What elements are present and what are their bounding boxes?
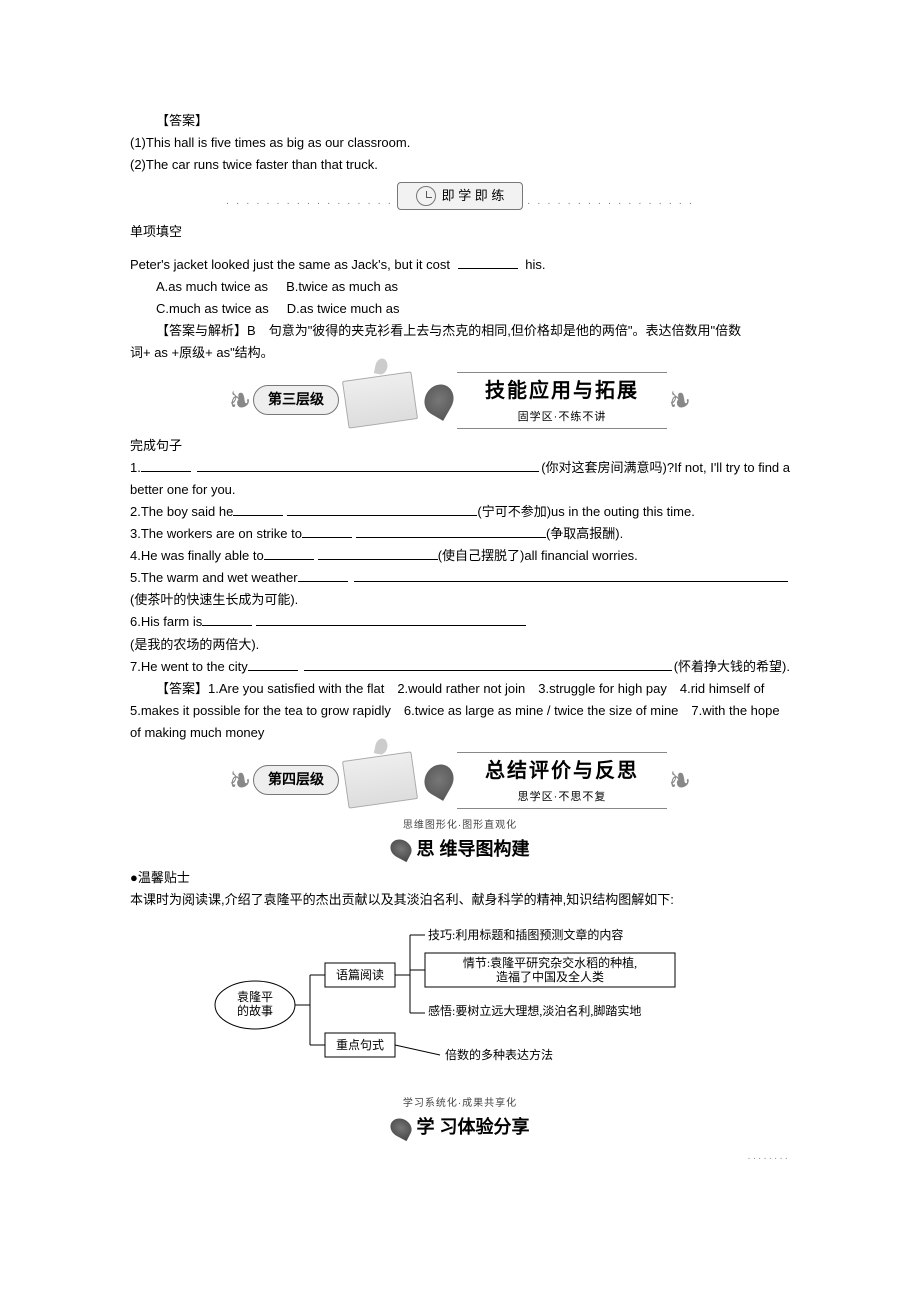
mcq-option-a: A.as much twice as: [156, 279, 268, 294]
svg-text:技巧:利用标题和插图预测文章的内容: 技巧:利用标题和插图预测文章的内容: [428, 927, 623, 942]
leaf-icon: [388, 1114, 416, 1140]
svg-text:语篇阅读: 语篇阅读: [336, 967, 384, 982]
complete-heading: 完成句子: [130, 435, 790, 457]
mcq-option-d: D.as twice much as: [287, 301, 400, 316]
tips-label: ●温馨贴士: [130, 867, 790, 889]
svg-text:重点句式: 重点句式: [336, 1038, 384, 1052]
complete-q6-cn: (是我的农场的两倍大).: [130, 634, 790, 656]
level3-title: 技能应用与拓展: [485, 374, 639, 408]
practice-banner-text: 即 学 即 练: [442, 185, 505, 207]
leaf-icon: [419, 759, 459, 801]
mcq-option-b: B.twice as much as: [286, 279, 398, 294]
ellipsis: ········: [130, 1150, 790, 1167]
answer-line-1: (1)This hall is five times as big as our…: [130, 132, 790, 154]
mcq-answer-cont: 词+ as +原级+ as"结构。: [130, 342, 790, 364]
fill-heading: 单项填空: [130, 221, 790, 243]
complete-q7: 7.He went to the city (怀着挣大钱的希望).: [130, 656, 790, 678]
share-heading: 学习系统化·成果共享化 学 习体验分享: [130, 1095, 790, 1143]
mcq-answer: 【答案与解析】B 句意为"彼得的夹克衫看上去与杰克的相同,但价格却是他的两倍"。…: [130, 320, 790, 342]
leaf-icon: [419, 379, 459, 421]
level4-pill: 第四层级: [253, 765, 339, 795]
complete-q6: 6.His farm is: [130, 611, 790, 633]
complete-q5: 5.The warm and wet weather: [130, 567, 790, 589]
clock-icon: [416, 186, 436, 206]
level4-title: 总结评价与反思: [485, 754, 639, 788]
svg-text:感悟:要树立远大理想,淡泊名利,脚踏实地: 感悟:要树立远大理想,淡泊名利,脚踏实地: [428, 1003, 641, 1018]
complete-q1: 1. (你对这套房间满意吗)? If not, I'll try to find…: [130, 457, 790, 479]
answers2: 【答案】1.Are you satisfied with the flat 2.…: [130, 678, 790, 744]
complete-q4: 4.He was finally able to (使自己摆脱了) all fi…: [130, 545, 790, 567]
book-icon: [342, 752, 418, 809]
answer-label: 【答案】: [130, 110, 790, 132]
svg-text:情节:袁隆平研究杂交水稻的种植,: 情节:袁隆平研究杂交水稻的种植,: [463, 955, 637, 970]
svg-text:袁隆平: 袁隆平: [237, 989, 273, 1004]
complete-q5-cn: (使茶叶的快速生长成为可能).: [130, 589, 790, 611]
mcq-stem: Peter's jacket looked just the same as J…: [130, 254, 790, 276]
mcq-option-c: C.much as twice as: [156, 301, 269, 316]
leaf-icon: [388, 836, 416, 862]
mindmap-heading: 思维图形化·图形直观化 思 维导图构建: [130, 817, 790, 865]
level4-banner: ❧ 第四层级 总结评价与反思 思学区·不思不复 ❧: [130, 752, 790, 809]
complete-q1-cont: better one for you.: [130, 479, 790, 501]
level3-banner: ❧ 第三层级 技能应用与拓展 固学区·不练不讲 ❧: [130, 372, 790, 429]
book-icon: [342, 372, 418, 429]
complete-q2: 2.The boy said he (宁可不参加) us in the outi…: [130, 501, 790, 523]
answer-line-2: (2)The car runs twice faster than that t…: [130, 154, 790, 176]
level3-subtitle: 固学区·不练不讲: [518, 408, 607, 427]
mindmap-diagram: 袁隆平 的故事 语篇阅读 重点句式 技巧:利用标题和插图预测文章的内容 情节:袁…: [130, 915, 790, 1085]
svg-text:的故事: 的故事: [237, 1003, 273, 1018]
svg-text:造福了中国及全人类: 造福了中国及全人类: [496, 969, 604, 984]
mcq-options-row2: C.much as twice as D.as twice much as: [130, 298, 790, 320]
complete-q3: 3.The workers are on strike to (争取高报酬).: [130, 523, 790, 545]
practice-banner: · · · · · · · · · · · · · · · · · 即 学 即 …: [130, 182, 790, 213]
svg-text:倍数的多种表达方法: 倍数的多种表达方法: [445, 1047, 553, 1062]
level3-pill: 第三层级: [253, 385, 339, 415]
tips-body: 本课时为阅读课,介绍了袁隆平的杰出贡献以及其淡泊名利、献身科学的精神,知识结构图…: [130, 889, 790, 911]
mcq-options-row1: A.as much twice as B.twice as much as: [130, 276, 790, 298]
level4-subtitle: 思学区·不思不复: [518, 788, 607, 807]
